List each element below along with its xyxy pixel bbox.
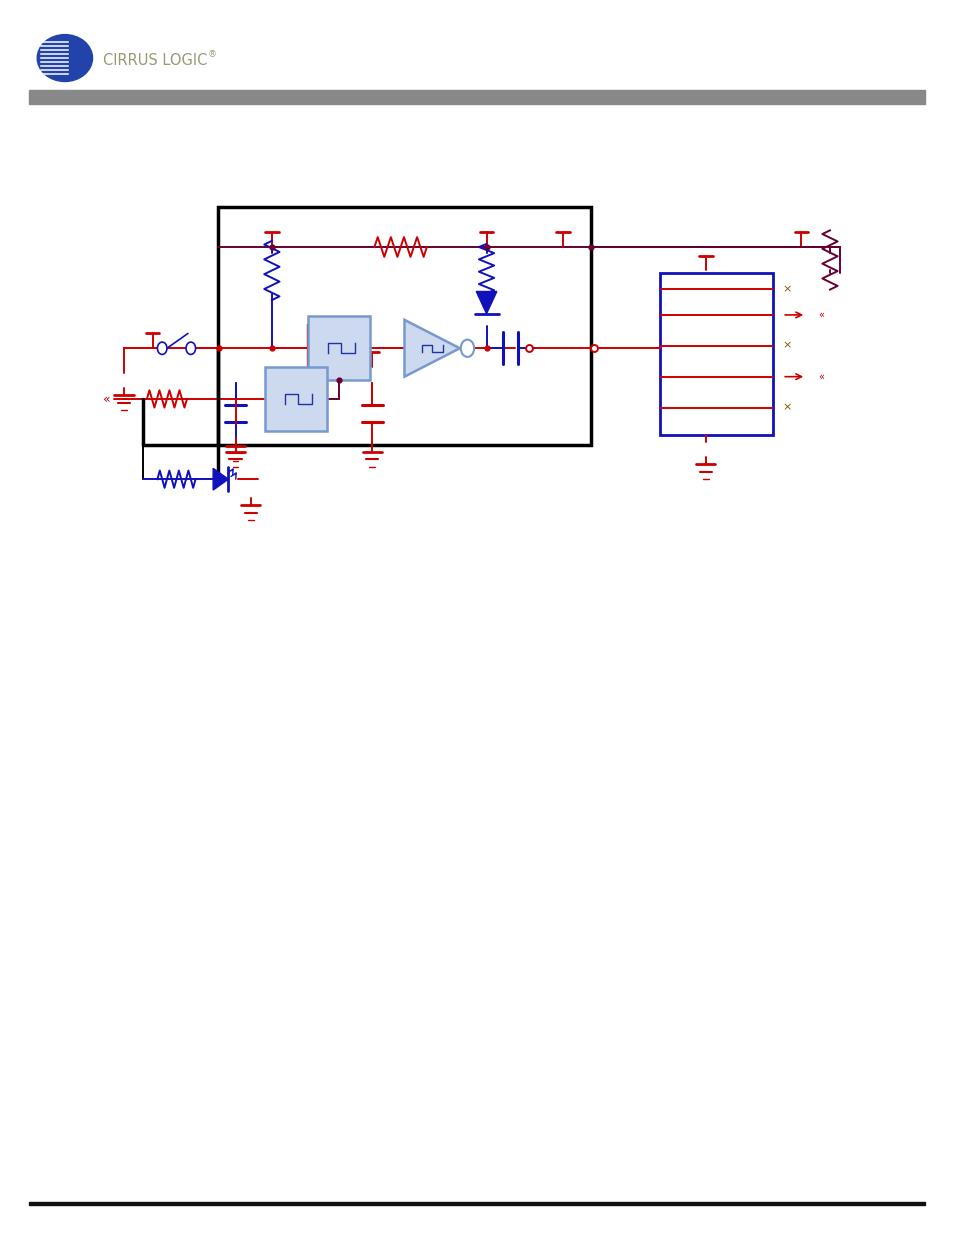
- Text: ×: ×: [781, 341, 791, 351]
- Polygon shape: [404, 320, 459, 377]
- Bar: [217, 207, 591, 445]
- FancyBboxPatch shape: [264, 367, 326, 431]
- Text: ®: ®: [208, 49, 216, 59]
- Circle shape: [186, 342, 195, 354]
- Circle shape: [460, 340, 474, 357]
- FancyBboxPatch shape: [307, 316, 369, 380]
- Text: «: «: [818, 372, 823, 382]
- Bar: [29, 1202, 924, 1205]
- Text: ×: ×: [781, 284, 791, 294]
- Text: ×: ×: [781, 403, 791, 412]
- Text: «: «: [818, 310, 823, 320]
- Bar: [659, 273, 772, 435]
- Text: CIRRUS LOGIC: CIRRUS LOGIC: [103, 53, 207, 68]
- Bar: [29, 90, 924, 104]
- Polygon shape: [213, 468, 228, 490]
- Ellipse shape: [37, 35, 92, 82]
- Text: «: «: [103, 393, 111, 405]
- Polygon shape: [476, 291, 497, 314]
- Circle shape: [157, 342, 167, 354]
